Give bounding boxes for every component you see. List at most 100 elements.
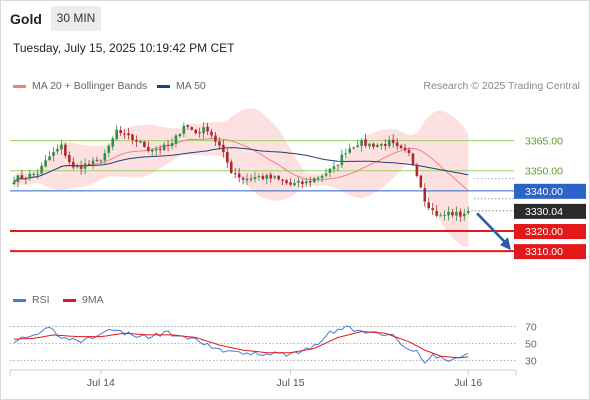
- candle-body: [233, 173, 237, 175]
- candle-body: [407, 149, 411, 153]
- candle-body: [305, 181, 308, 184]
- candle-body: [403, 147, 407, 151]
- candle-body: [28, 173, 32, 179]
- candle-body: [36, 173, 39, 175]
- candle-body: [226, 152, 229, 163]
- candle-body: [324, 173, 328, 176]
- candle-body: [399, 145, 403, 149]
- candle-body: [332, 166, 336, 169]
- candle-body: [380, 144, 383, 146]
- candle-body: [32, 173, 36, 175]
- candle-body: [79, 166, 83, 169]
- candle-body: [249, 178, 253, 180]
- candle-body: [139, 141, 142, 143]
- candle-body: [119, 130, 122, 134]
- level-tag-3340.00: [514, 183, 586, 199]
- candle-body: [91, 160, 95, 165]
- candle-body: [48, 156, 51, 161]
- candle-body: [87, 164, 91, 166]
- level-tag-3310.00: [514, 244, 586, 260]
- candle-body: [372, 143, 375, 147]
- candle-body: [459, 211, 462, 217]
- candle-body: [352, 147, 355, 149]
- candle-body: [16, 175, 20, 183]
- candle-body: [320, 175, 324, 179]
- candle-body: [466, 210, 470, 213]
- candle-body: [24, 178, 28, 180]
- candle-body: [123, 133, 126, 135]
- last-price-tag: [514, 203, 586, 219]
- candle-body: [95, 159, 99, 161]
- candle-body: [281, 179, 284, 181]
- candle-body: [107, 145, 111, 153]
- candle-body: [419, 175, 423, 188]
- candle-body: [83, 163, 87, 169]
- candle-body: [431, 208, 434, 211]
- level-tag-3320.00: [514, 224, 586, 240]
- candle-body: [154, 149, 158, 151]
- legend-ma20: MA 20 + Bollinger Bands: [13, 80, 147, 92]
- candle-body: [166, 144, 170, 146]
- candle-body: [135, 139, 138, 142]
- candle-body: [356, 145, 359, 147]
- candle-body: [455, 211, 458, 216]
- candle-body: [308, 181, 312, 183]
- timeframe-button[interactable]: 30 MIN: [51, 6, 101, 31]
- candle-body: [277, 175, 280, 180]
- time-tick-label: Jul 14: [87, 377, 115, 389]
- rsi-tick-50: 50: [525, 338, 537, 350]
- candle-body: [12, 181, 16, 184]
- legend-ma50-label: MA 50: [176, 80, 206, 92]
- candle-body: [20, 175, 24, 179]
- timestamp: Tuesday, July 15, 2025 10:19:42 PM CET: [13, 41, 235, 55]
- candle-body: [147, 146, 150, 151]
- candle-body: [391, 139, 395, 144]
- candle-body: [237, 173, 241, 178]
- candle-body: [68, 155, 71, 163]
- moving-averages-layer: [13, 138, 469, 192]
- candle-body: [415, 165, 419, 176]
- rsi-line: [13, 325, 469, 364]
- legend-ma20-label: MA 20 + Bollinger Bands: [32, 80, 148, 92]
- candle-body: [162, 144, 166, 151]
- rsi-tick-30: 30: [525, 355, 537, 367]
- candle-body: [257, 176, 261, 178]
- candle-body: [186, 125, 190, 127]
- candle-body: [40, 165, 43, 174]
- candle-body: [411, 153, 415, 166]
- level-label-3350.00: 3350.00: [525, 166, 563, 178]
- time-tick-label: Jul 15: [276, 377, 304, 389]
- level-label-3340.00: 3340.00: [525, 186, 563, 198]
- level-label-3365.00: 3365.00: [525, 136, 563, 148]
- forecast-arrow-shaft: [476, 212, 507, 245]
- candle-body: [435, 210, 438, 216]
- candle-body: [178, 134, 182, 137]
- legend-ma9-label: 9MA: [82, 294, 104, 306]
- candle-body: [395, 142, 399, 147]
- candle-body: [190, 127, 194, 130]
- candle-body: [376, 144, 379, 147]
- candle-body: [103, 153, 107, 161]
- legend-ma9: 9MA: [63, 294, 104, 306]
- level-label-3310.00: 3310.00: [525, 246, 563, 258]
- time-axis-layer: Jul 14 Jul 15 Jul 16: [9, 369, 517, 389]
- legend-rsi: RSI: [13, 294, 50, 306]
- candle-body: [384, 144, 387, 146]
- candle-body: [265, 175, 269, 179]
- candle-body: [170, 143, 174, 147]
- candle-body: [301, 181, 304, 184]
- candle-body: [75, 166, 79, 168]
- candle-body: [174, 135, 178, 144]
- header-bar: Gold 30 MIN: [0, 0, 590, 36]
- candle-body: [344, 153, 348, 155]
- candle-body: [316, 177, 320, 179]
- candle-body: [150, 149, 154, 152]
- candle-body: [229, 161, 233, 173]
- candle-body: [289, 182, 292, 185]
- symbol-title: Gold: [10, 11, 42, 27]
- candle-body: [427, 202, 431, 209]
- candle-body: [127, 133, 130, 136]
- legend-rsi-label: RSI: [32, 294, 50, 306]
- candle-body: [222, 144, 225, 152]
